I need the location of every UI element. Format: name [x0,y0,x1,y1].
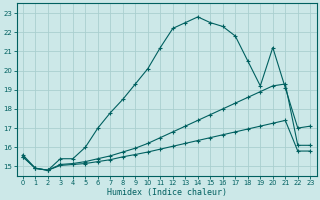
X-axis label: Humidex (Indice chaleur): Humidex (Indice chaleur) [107,188,227,197]
